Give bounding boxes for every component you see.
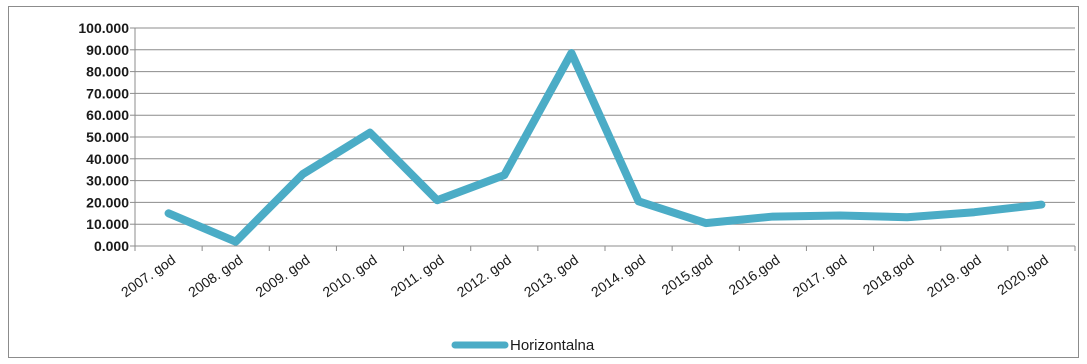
x-tick-label: 2016.god [726, 251, 783, 298]
x-tick-label: 2011. god [388, 251, 447, 299]
y-tick-label: 10.000 [86, 216, 129, 232]
x-axis-ticks: 2007. god 2008. god 2009. god 2010. god 2011… [118, 246, 1076, 300]
x-tick-label: 2013. god [521, 251, 581, 300]
data-point [369, 132, 371, 134]
series-layer [164, 49, 1046, 246]
data-point [1040, 204, 1042, 206]
y-tick-label: 70.000 [86, 85, 129, 101]
data-point [973, 211, 975, 213]
x-tick-label: 2009. god [252, 251, 312, 300]
legend-label: Horizontalna [510, 337, 595, 354]
legend: Horizontalna [451, 337, 595, 354]
y-tick-label: 30.000 [86, 173, 129, 189]
data-point [436, 199, 438, 201]
data-point [503, 174, 505, 176]
x-tick-label: 2015.god [658, 251, 715, 298]
y-tick-label: 20.000 [86, 194, 129, 210]
gridlines [135, 27, 1075, 225]
x-tick-label: 2012. god [454, 251, 514, 300]
data-point [705, 222, 707, 224]
x-tick-label: 2014. god [588, 251, 648, 300]
y-tick-label: 90.000 [86, 42, 129, 58]
data-point [839, 214, 841, 216]
data-point [638, 200, 640, 202]
data-point [906, 216, 908, 218]
y-tick-label: 0.000 [94, 238, 129, 254]
data-point [168, 212, 170, 214]
data-point [302, 173, 304, 175]
x-tick-label: 2007. god [118, 251, 178, 300]
x-tick-label: 2020.god [994, 251, 1051, 298]
y-tick-label: 50.000 [86, 129, 129, 145]
chart-frame [8, 6, 1079, 358]
data-point [570, 52, 572, 54]
data-point [235, 241, 237, 243]
y-tick-label: 40.000 [86, 151, 129, 167]
x-tick-label: 2018.god [860, 251, 917, 298]
y-tick-label: 60.000 [86, 107, 129, 123]
y-tick-label: 80.000 [86, 64, 129, 80]
series-line [164, 49, 1046, 246]
y-axis-ticks: 0.000 10.000 20.000 30.000 40.000 50.000 60.00… [78, 20, 135, 254]
x-tick-label: 2010. god [320, 251, 380, 300]
x-tick-label: 2019. god [924, 251, 984, 300]
axes [134, 28, 1075, 247]
x-tick-label: 2008. god [185, 251, 245, 300]
x-tick-label: 2017. god [790, 251, 850, 300]
y-tick-label: 100.000 [78, 20, 129, 36]
data-point [772, 216, 774, 218]
